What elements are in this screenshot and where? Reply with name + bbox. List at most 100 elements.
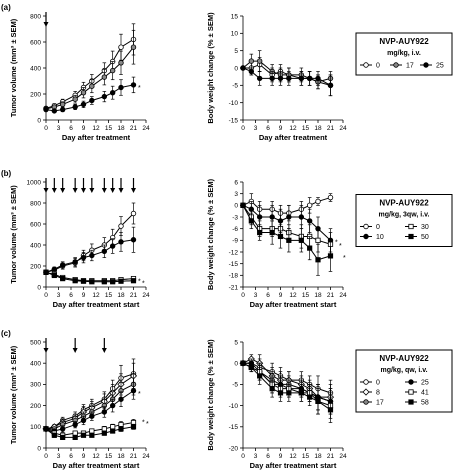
y-axis-label: Body weight change (% ± SEM) bbox=[206, 339, 215, 451]
legend-label: 58 bbox=[421, 400, 429, 407]
data-point bbox=[89, 279, 95, 285]
legend-label: 17 bbox=[376, 400, 384, 407]
legend-marker bbox=[363, 399, 369, 405]
significance-mark: * bbox=[138, 279, 141, 286]
series-line bbox=[45, 46, 134, 110]
significance-mark: * bbox=[146, 421, 149, 428]
legend-box bbox=[355, 194, 453, 247]
data-point bbox=[269, 75, 275, 82]
y-tick-label: 0 bbox=[37, 117, 41, 124]
data-point bbox=[306, 75, 313, 82]
legend-label: 8 bbox=[376, 390, 380, 397]
x-tick-label: 12 bbox=[289, 292, 297, 299]
series-line bbox=[242, 197, 331, 214]
x-tick-label: 24 bbox=[142, 292, 150, 299]
legend-marker bbox=[363, 223, 369, 230]
data-point bbox=[130, 278, 137, 284]
x-tick-label: 0 bbox=[44, 453, 48, 460]
arrow-head bbox=[118, 188, 124, 193]
y-tick-label: 15 bbox=[231, 13, 239, 20]
data-point bbox=[51, 272, 57, 279]
x-tick-label: 3 bbox=[57, 292, 61, 299]
y-tick-label: -9 bbox=[232, 238, 238, 245]
data-point bbox=[298, 390, 304, 396]
x-axis-label: Day after treatment start bbox=[53, 461, 140, 470]
significance-mark: * bbox=[142, 420, 145, 427]
data-point bbox=[130, 82, 137, 88]
series-line bbox=[45, 271, 134, 283]
x-tick-label: 6 bbox=[266, 453, 270, 460]
data-point bbox=[89, 252, 95, 259]
treatment-arrow bbox=[60, 178, 66, 193]
x-tick-label: 24 bbox=[339, 453, 347, 460]
arrow-head bbox=[43, 22, 49, 27]
data-point bbox=[277, 390, 284, 396]
data-point bbox=[306, 202, 313, 209]
series-line bbox=[45, 239, 134, 273]
data-point bbox=[269, 229, 275, 236]
data-point bbox=[315, 237, 321, 243]
data-point bbox=[256, 58, 263, 64]
x-tick-label: 9 bbox=[82, 125, 86, 132]
x-tick-label: 6 bbox=[266, 292, 270, 299]
data-point bbox=[327, 253, 334, 259]
treatment-arrow bbox=[43, 12, 49, 27]
data-point bbox=[257, 373, 263, 379]
treatment-arrow bbox=[118, 178, 124, 193]
y-tick-label: -12 bbox=[229, 249, 239, 256]
data-point bbox=[60, 275, 66, 282]
x-tick-label: 21 bbox=[130, 292, 138, 299]
data-point bbox=[118, 44, 124, 50]
x-tick-label: 9 bbox=[279, 453, 283, 460]
data-point bbox=[89, 97, 95, 104]
legend-subtitle: mg/kg, i.v. bbox=[387, 50, 421, 57]
arrow-head bbox=[101, 188, 107, 193]
data-point bbox=[110, 279, 116, 285]
data-point bbox=[72, 104, 78, 110]
x-tick-label: 18 bbox=[117, 453, 125, 460]
data-point bbox=[110, 424, 116, 430]
data-point bbox=[80, 89, 87, 96]
arrow-head bbox=[43, 188, 49, 193]
data-point bbox=[130, 44, 137, 50]
x-tick-label: 3 bbox=[57, 453, 61, 460]
arrow-head bbox=[51, 188, 57, 193]
series-line bbox=[45, 373, 134, 430]
y-tick-label: 400 bbox=[30, 361, 41, 368]
data-point bbox=[118, 60, 124, 66]
data-point bbox=[101, 430, 107, 436]
series-line bbox=[243, 362, 331, 402]
data-point bbox=[43, 269, 49, 275]
legend-marker bbox=[362, 388, 370, 396]
y-tick-label: -10 bbox=[229, 100, 239, 107]
data-point bbox=[101, 426, 107, 432]
y-tick-label: -5 bbox=[232, 382, 238, 389]
x-tick-label: 9 bbox=[279, 125, 283, 132]
x-tick-label: 15 bbox=[302, 125, 310, 132]
y-tick-label: -6 bbox=[232, 226, 238, 233]
legend-label: 0 bbox=[376, 380, 380, 387]
x-tick-label: 21 bbox=[327, 292, 335, 299]
data-point bbox=[240, 360, 246, 366]
significance-mark: * bbox=[343, 255, 346, 262]
series-line bbox=[45, 375, 134, 430]
y-axis-label: Tumor volume (mm³ ± SEM) bbox=[9, 185, 18, 284]
data-point bbox=[101, 248, 108, 254]
series-line bbox=[242, 362, 331, 411]
series-line bbox=[242, 205, 331, 261]
x-tick-label: 18 bbox=[117, 125, 125, 132]
x-tick-label: 21 bbox=[130, 125, 138, 132]
arrow-head bbox=[43, 348, 49, 353]
y-tick-label: 5 bbox=[234, 48, 238, 55]
series-line bbox=[45, 84, 134, 112]
legend-marker bbox=[363, 233, 369, 240]
data-point bbox=[307, 245, 313, 251]
x-tick-label: 0 bbox=[44, 292, 48, 299]
data-point bbox=[306, 218, 313, 224]
arrow-head bbox=[89, 188, 95, 193]
legend-marker bbox=[408, 223, 414, 230]
panel-label: (a) bbox=[1, 3, 11, 12]
data-point bbox=[269, 214, 275, 220]
x-tick-label: 0 bbox=[241, 125, 245, 132]
data-point bbox=[80, 101, 87, 108]
